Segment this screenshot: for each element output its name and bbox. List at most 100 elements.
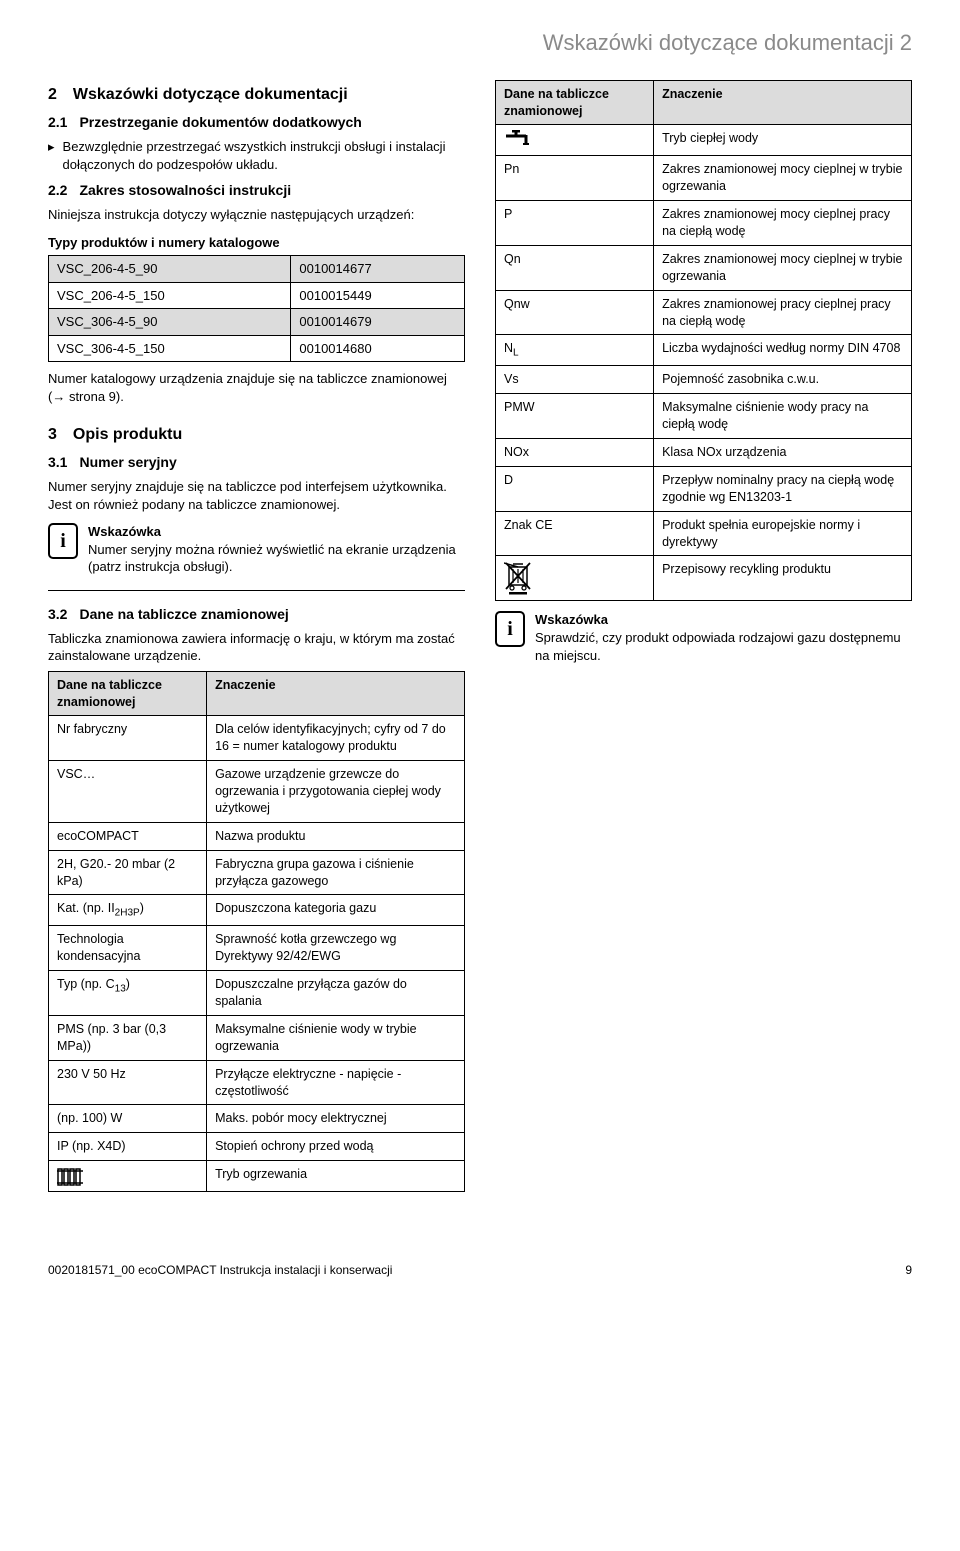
table-cell: Produkt spełnia europejskie normy i dyre… xyxy=(654,511,912,556)
table-row: Znak CEProdukt spełnia europejskie normy… xyxy=(496,511,912,556)
table-row: PZakres znamionowej mocy cieplnej pracy … xyxy=(496,201,912,246)
info-title: Wskazówka xyxy=(88,523,465,541)
table-cell: 0010015449 xyxy=(291,282,465,309)
table-cell: PMW xyxy=(496,394,654,439)
page-footer: 0020181571_00 ecoCOMPACT Instrukcja inst… xyxy=(48,1262,912,1278)
heading-3: 3 Opis produktu xyxy=(48,424,465,446)
heading-text: Zakres stosowalności instrukcji xyxy=(79,181,291,200)
table-cell: PMS (np. 3 bar (0,3 MPa)) xyxy=(49,1015,207,1060)
heading-num: 2.1 xyxy=(48,113,67,132)
table-cell: Zakres znamionowej mocy cieplnej w trybi… xyxy=(654,156,912,201)
table-row: IP (np. X4D)Stopień ochrony przed wodą xyxy=(49,1133,465,1161)
heading-2-2: 2.2 Zakres stosowalności instrukcji xyxy=(48,181,465,200)
table-cell: ecoCOMPACT xyxy=(49,822,207,850)
table-row: 2H, G20.- 20 mbar (2 kPa)Fabryczna grupa… xyxy=(49,850,465,895)
nameplate-table-left: Dane na tabliczce znamionowej Znaczenie … xyxy=(48,671,465,1193)
table-row: Tryb ogrzewania xyxy=(49,1161,465,1192)
info-icon: i xyxy=(48,523,78,559)
page-header: Wskazówki dotyczące dokumentacji 2 xyxy=(48,28,912,58)
table-cell xyxy=(496,556,654,601)
tap-icon xyxy=(504,130,532,150)
heading-num: 3.2 xyxy=(48,605,67,624)
table-cell: Kat. (np. II2H3P) xyxy=(49,895,207,926)
table-row: VSC_306-4-5_900010014679 xyxy=(49,309,465,336)
table-cell: Przepływ nominalny pracy na ciepłą wodę … xyxy=(654,466,912,511)
heading-num: 2 xyxy=(48,84,57,106)
table-cell: VSC_206-4-5_150 xyxy=(49,282,291,309)
heading-text: Przestrzeganie dokumentów dodatkowych xyxy=(79,113,361,132)
table-row: (np. 100) WMaks. pobór mocy elektrycznej xyxy=(49,1105,465,1133)
heading-text: Wskazówki dotyczące dokumentacji xyxy=(73,84,348,106)
heading-text: Dane na tabliczce znamionowej xyxy=(79,605,288,624)
table-cell: Nazwa produktu xyxy=(207,822,465,850)
divider xyxy=(48,590,465,591)
table-row: 230 V 50 HzPrzyłącze elektryczne - napię… xyxy=(49,1060,465,1105)
table-cell: Typ (np. C13) xyxy=(49,971,207,1016)
heading-text: Numer seryjny xyxy=(79,453,176,472)
table-cell: Qn xyxy=(496,245,654,290)
table-row: QnwZakres znamionowej pracy cieplnej pra… xyxy=(496,290,912,335)
table-row: VsPojemność zasobnika c.w.u. xyxy=(496,366,912,394)
table-row: VSC_206-4-5_1500010015449 xyxy=(49,282,465,309)
table-cell: IP (np. X4D) xyxy=(49,1133,207,1161)
heading-num: 2.2 xyxy=(48,181,67,200)
table-header: Znaczenie xyxy=(207,671,465,716)
table-header: Dane na tabliczce znamionowej xyxy=(496,80,654,125)
footer-page-number: 9 xyxy=(905,1262,912,1278)
table-cell: Klasa NOx urządzenia xyxy=(654,439,912,467)
heading-2-1: 2.1 Przestrzeganie dokumentów dodatkowyc… xyxy=(48,113,465,132)
table-cell: Vs xyxy=(496,366,654,394)
table-row: VSC…Gazowe urządzenie grzewcze do ogrzew… xyxy=(49,761,465,823)
table-cell: Dopuszczalne przyłącza gazów do spalania xyxy=(207,971,465,1016)
table-row: Technologia kondensacyjnaSprawność kotła… xyxy=(49,926,465,971)
table-header: Znaczenie xyxy=(654,80,912,125)
paragraph: Numer seryjny znajduje się na tabliczce … xyxy=(48,478,465,513)
footer-left: 0020181571_00 ecoCOMPACT Instrukcja inst… xyxy=(48,1262,392,1278)
table-cell: 0010014679 xyxy=(291,309,465,336)
table-row: Typ (np. C13)Dopuszczalne przyłącza gazó… xyxy=(49,971,465,1016)
two-column-layout: 2 Wskazówki dotyczące dokumentacji 2.1 P… xyxy=(48,74,912,1203)
heading-2: 2 Wskazówki dotyczące dokumentacji xyxy=(48,84,465,106)
table-cell: (np. 100) W xyxy=(49,1105,207,1133)
table-row: PMS (np. 3 bar (0,3 MPa))Maksymalne ciśn… xyxy=(49,1015,465,1060)
table-cell: Zakres znamionowej mocy cieplnej pracy n… xyxy=(654,201,912,246)
table-cell: VSC_206-4-5_90 xyxy=(49,256,291,283)
table-cell xyxy=(496,125,654,156)
table-cell: P xyxy=(496,201,654,246)
table-cell: Dopuszczona kategoria gazu xyxy=(207,895,465,926)
table-cell: VSC_306-4-5_90 xyxy=(49,309,291,336)
table-row: VSC_306-4-5_1500010014680 xyxy=(49,335,465,362)
info-body: Sprawdzić, czy produkt odpowiada rodzajo… xyxy=(535,629,912,664)
info-icon: i xyxy=(495,611,525,647)
nameplate-table-right: Dane na tabliczce znamionowej Znaczenie … xyxy=(495,80,912,602)
table-cell: Liczba wydajności według normy DIN 4708 xyxy=(654,335,912,366)
table-row: Przepisowy recykling produktu xyxy=(496,556,912,601)
table-cell: Maksymalne ciśnienie wody w trybie ogrze… xyxy=(207,1015,465,1060)
left-column: 2 Wskazówki dotyczące dokumentacji 2.1 P… xyxy=(48,74,465,1203)
table-cell: 0010014677 xyxy=(291,256,465,283)
heading-text: Opis produktu xyxy=(73,424,182,446)
table-cell: 230 V 50 Hz xyxy=(49,1060,207,1105)
paragraph: Numer katalogowy urządzenia znajduje się… xyxy=(48,370,465,405)
table-cell: VSC… xyxy=(49,761,207,823)
table-cell: Dla celów identyfikacyjnych; cyfry od 7 … xyxy=(207,716,465,761)
table-cell: Tryb ogrzewania xyxy=(207,1161,465,1192)
table-cell: 2H, G20.- 20 mbar (2 kPa) xyxy=(49,850,207,895)
table-row: Tryb ciepłej wody xyxy=(496,125,912,156)
table-cell: Fabryczna grupa gazowa i ciśnienie przył… xyxy=(207,850,465,895)
table-row: Nr fabrycznyDla celów identyfikacyjnych;… xyxy=(49,716,465,761)
info-box: i Wskazówka Sprawdzić, czy produkt odpow… xyxy=(495,611,912,664)
catalog-table: VSC_206-4-5_900010014677VSC_206-4-5_1500… xyxy=(48,255,465,362)
table-cell: Gazowe urządzenie grzewcze do ogrzewania… xyxy=(207,761,465,823)
table-cell xyxy=(49,1161,207,1192)
info-box: i Wskazówka Numer seryjny można również … xyxy=(48,523,465,576)
table-row: Kat. (np. II2H3P)Dopuszczona kategoria g… xyxy=(49,895,465,926)
table-row: ecoCOMPACTNazwa produktu xyxy=(49,822,465,850)
heading-num: 3.1 xyxy=(48,453,67,472)
table-cell: Znak CE xyxy=(496,511,654,556)
info-text: Wskazówka Sprawdzić, czy produkt odpowia… xyxy=(535,611,912,664)
table-cell: Nr fabryczny xyxy=(49,716,207,761)
heading-3-1: 3.1 Numer seryjny xyxy=(48,453,465,472)
table-row: PnZakres znamionowej mocy cieplnej w try… xyxy=(496,156,912,201)
table-row: QnZakres znamionowej mocy cieplnej w try… xyxy=(496,245,912,290)
